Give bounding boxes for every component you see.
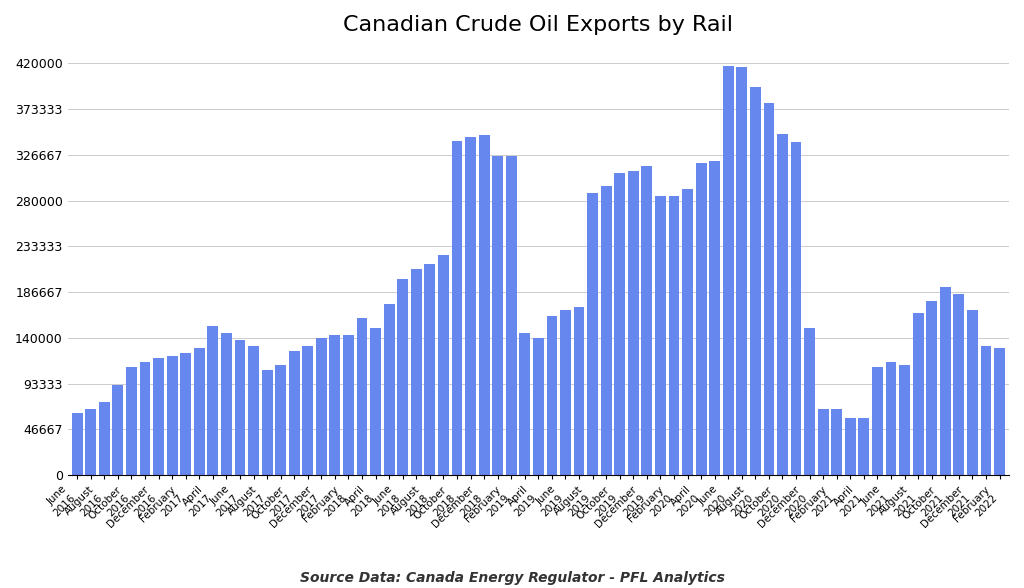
Bar — [85, 409, 96, 475]
Bar — [248, 346, 259, 475]
Bar — [560, 310, 571, 475]
Bar — [750, 87, 761, 475]
Bar — [438, 255, 449, 475]
Bar — [275, 365, 286, 475]
Text: Source Data: Canada Energy Regulator - PFL Analytics: Source Data: Canada Energy Regulator - P… — [300, 571, 724, 585]
Bar — [72, 413, 83, 475]
Bar — [126, 368, 137, 475]
Bar — [736, 67, 748, 475]
Bar — [573, 306, 585, 475]
Bar — [547, 316, 557, 475]
Bar — [940, 287, 950, 475]
Title: Canadian Crude Oil Exports by Rail: Canadian Crude Oil Exports by Rail — [343, 15, 733, 35]
Bar — [641, 166, 652, 475]
Bar — [818, 409, 828, 475]
Bar — [316, 338, 327, 475]
Bar — [208, 326, 218, 475]
Bar — [519, 333, 530, 475]
Bar — [397, 279, 409, 475]
Bar — [886, 362, 896, 475]
Bar — [371, 328, 381, 475]
Bar — [953, 294, 965, 475]
Bar — [234, 340, 246, 475]
Bar — [682, 189, 693, 475]
Bar — [669, 196, 679, 475]
Bar — [628, 171, 639, 475]
Bar — [139, 362, 151, 475]
Bar — [262, 370, 272, 475]
Bar — [465, 137, 476, 475]
Bar — [330, 335, 340, 475]
Bar — [506, 156, 517, 475]
Bar — [532, 338, 544, 475]
Bar — [831, 409, 842, 475]
Bar — [167, 356, 177, 475]
Bar — [587, 193, 598, 475]
Bar — [343, 335, 354, 475]
Bar — [614, 173, 626, 475]
Bar — [872, 368, 883, 475]
Bar — [695, 163, 707, 475]
Bar — [411, 269, 422, 475]
Bar — [777, 134, 787, 475]
Bar — [221, 333, 231, 475]
Bar — [791, 142, 802, 475]
Bar — [804, 328, 815, 475]
Bar — [194, 348, 205, 475]
Bar — [655, 196, 666, 475]
Bar — [899, 365, 910, 475]
Bar — [424, 265, 435, 475]
Bar — [289, 350, 300, 475]
Bar — [723, 66, 733, 475]
Bar — [912, 313, 924, 475]
Bar — [858, 418, 869, 475]
Bar — [493, 156, 503, 475]
Bar — [452, 141, 463, 475]
Bar — [384, 303, 394, 475]
Bar — [356, 318, 368, 475]
Bar — [154, 358, 164, 475]
Bar — [302, 346, 313, 475]
Bar — [927, 300, 937, 475]
Bar — [710, 162, 720, 475]
Bar — [478, 135, 489, 475]
Bar — [967, 310, 978, 475]
Bar — [981, 346, 991, 475]
Bar — [180, 353, 191, 475]
Bar — [601, 186, 611, 475]
Bar — [113, 385, 123, 475]
Bar — [764, 102, 774, 475]
Bar — [99, 402, 110, 475]
Bar — [845, 418, 856, 475]
Bar — [994, 348, 1005, 475]
